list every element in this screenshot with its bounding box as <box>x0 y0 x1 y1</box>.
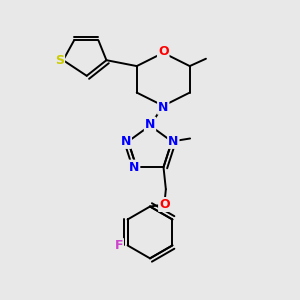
Text: N: N <box>145 118 155 130</box>
Text: S: S <box>55 54 64 67</box>
Text: N: N <box>158 101 168 114</box>
Text: O: O <box>158 45 169 58</box>
Text: O: O <box>159 198 170 211</box>
Text: F: F <box>115 239 123 252</box>
Text: N: N <box>168 135 178 148</box>
Text: N: N <box>121 135 131 148</box>
Text: N: N <box>129 160 139 174</box>
